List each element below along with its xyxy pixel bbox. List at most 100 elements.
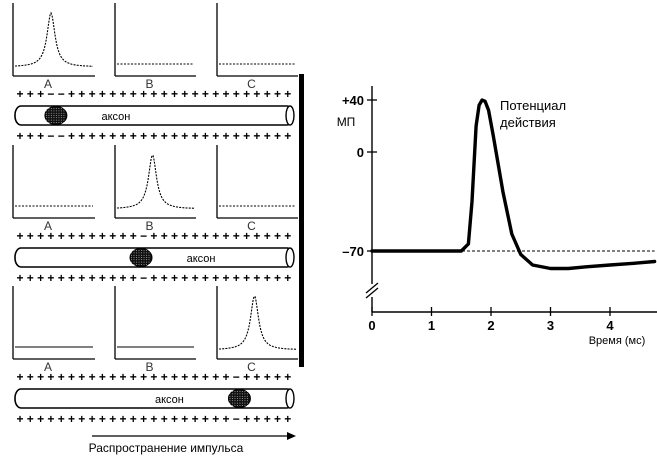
charge-sign: +: [58, 370, 65, 384]
charge-sign: +: [16, 129, 23, 143]
annotation-line: действия: [500, 115, 556, 130]
charge-sign: −: [47, 129, 54, 143]
charge-sign: +: [130, 87, 137, 101]
charge-sign: +: [16, 370, 23, 384]
axon-label: аксон: [155, 394, 184, 406]
charge-sign: −: [233, 370, 240, 384]
charge-sign: −: [140, 271, 147, 285]
charge-sign: +: [68, 412, 75, 426]
channel-label: C: [247, 219, 256, 233]
y-tick-label: +40: [342, 93, 364, 108]
charge-sign: +: [16, 229, 23, 243]
charge-sign: +: [27, 370, 34, 384]
charge-sign: +: [212, 87, 219, 101]
recording-peak-trace: [117, 155, 195, 209]
charge-sign: +: [58, 412, 65, 426]
channel-label: B: [145, 219, 153, 233]
charge-sign: +: [130, 412, 137, 426]
charge-sign: +: [47, 370, 54, 384]
charge-sign: +: [202, 87, 209, 101]
charge-sign: +: [89, 370, 96, 384]
charge-sign: +: [181, 412, 188, 426]
axon-end-cap: [285, 105, 295, 126]
stage-2: A B C+++++++++++++++++++++++++++++++++++++…: [12, 286, 298, 426]
charge-sign: +: [181, 229, 188, 243]
x-axis-label: Время (мс): [589, 335, 646, 347]
charge-sign: +: [284, 129, 291, 143]
channel-label: B: [145, 360, 153, 374]
stage-1: A B C++++++++++++++++++++++++−−+++++++++++…: [12, 145, 298, 285]
charge-sign: +: [109, 412, 116, 426]
charge-sign: +: [99, 271, 106, 285]
charge-sign: +: [181, 129, 188, 143]
charge-sign: −: [47, 87, 54, 101]
charge-sign: +: [222, 412, 229, 426]
charge-sign: +: [243, 370, 250, 384]
charge-sign: +: [130, 271, 137, 285]
charge-sign: +: [264, 87, 271, 101]
charge-sign: +: [222, 229, 229, 243]
action-potential-annotation: Потенциал действия: [500, 98, 566, 130]
charge-sign: +: [27, 87, 34, 101]
charge-sign: +: [192, 229, 199, 243]
propagation-label: Распространение импульса: [89, 441, 244, 455]
charge-sign: +: [119, 370, 126, 384]
charge-sign: +: [202, 271, 209, 285]
charge-sign: +: [264, 412, 271, 426]
charge-sign: +: [253, 129, 260, 143]
charge-sign: +: [47, 229, 54, 243]
charge-sign: +: [171, 229, 178, 243]
stage-0: A B C++++++−−−−+++++++++++++++++++++++++++…: [12, 3, 298, 143]
x-tick-label: 0: [368, 318, 375, 333]
charge-sign: +: [68, 129, 75, 143]
charge-sign: +: [150, 229, 157, 243]
propagation-arrow-head: [287, 432, 296, 440]
charge-sign: +: [233, 271, 240, 285]
charge-sign: +: [161, 87, 168, 101]
charge-sign: +: [47, 271, 54, 285]
charge-sign: +: [161, 229, 168, 243]
charge-sign: −: [233, 412, 240, 426]
charge-sign: +: [253, 271, 260, 285]
charge-sign: +: [119, 129, 126, 143]
charge-sign: +: [192, 271, 199, 285]
charge-sign: +: [171, 271, 178, 285]
charge-sign: +: [37, 412, 44, 426]
channel-label: B: [145, 77, 153, 91]
charge-sign: +: [274, 412, 281, 426]
charge-sign: +: [140, 87, 147, 101]
channel-label: A: [44, 219, 52, 233]
charge-sign: +: [181, 370, 188, 384]
charge-sign: +: [109, 129, 116, 143]
axon-end-cap: [285, 247, 295, 268]
charge-sign: +: [222, 87, 229, 101]
charge-sign: +: [150, 412, 157, 426]
charge-sign: +: [78, 370, 85, 384]
charge-sign: +: [233, 129, 240, 143]
charge-sign: +: [181, 271, 188, 285]
charge-sign: +: [192, 129, 199, 143]
charge-sign: +: [58, 229, 65, 243]
action-potential-chart: +40 0 –70 МП 0 1 2 3 4 Время (мс) Потенциал действи…: [337, 86, 657, 347]
axon-body: [14, 247, 294, 268]
charge-sign: +: [89, 87, 96, 101]
charge-sign: +: [274, 271, 281, 285]
charge-sign: +: [253, 87, 260, 101]
charge-sign: +: [99, 229, 106, 243]
charge-sign: +: [161, 129, 168, 143]
propagation-panel: A B C++++++−−−−+++++++++++++++++++++++++++…: [12, 3, 298, 455]
charge-sign: +: [68, 370, 75, 384]
charge-sign: +: [58, 271, 65, 285]
charge-sign: +: [89, 229, 96, 243]
charge-sign: +: [119, 271, 126, 285]
charge-sign: +: [16, 87, 23, 101]
charge-sign: +: [222, 129, 229, 143]
charge-sign: +: [130, 370, 137, 384]
x-tick-label: 3: [547, 318, 554, 333]
charge-sign: +: [78, 229, 85, 243]
charge-sign: +: [243, 229, 250, 243]
y-axis-break-mark: [365, 282, 379, 299]
charge-sign: −: [140, 229, 147, 243]
charge-sign: +: [109, 271, 116, 285]
